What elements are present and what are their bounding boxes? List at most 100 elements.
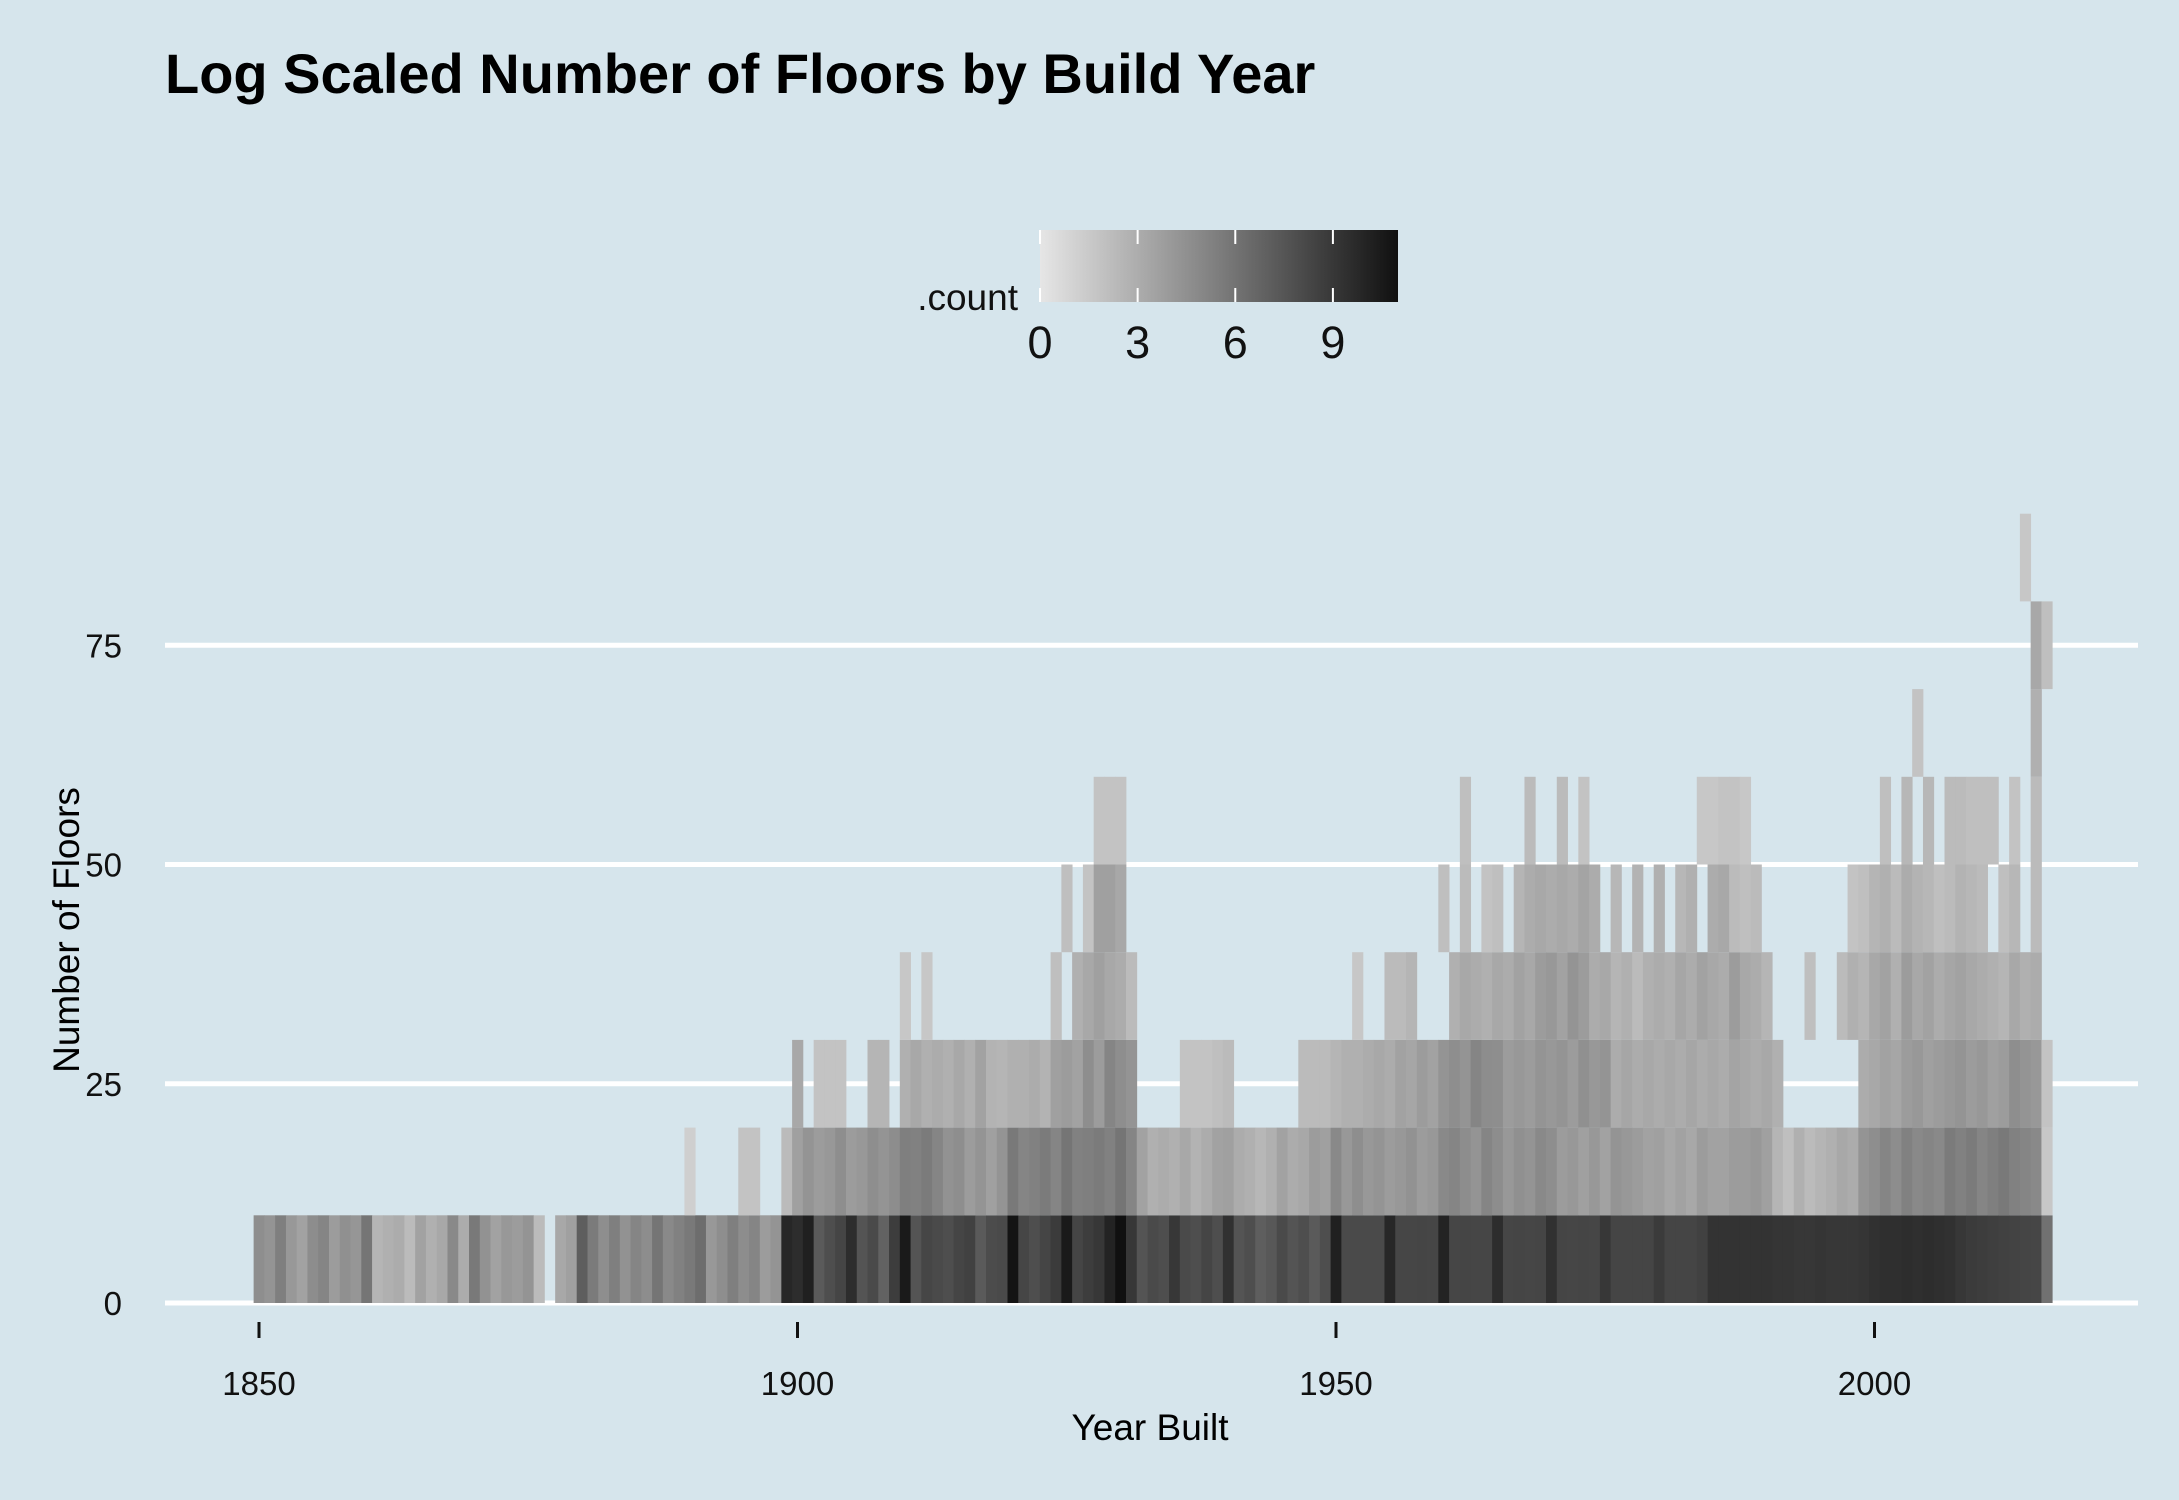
heatmap-cell-2005-0 xyxy=(1922,1215,1935,1303)
heatmap-cell-1899-10 xyxy=(781,1127,793,1216)
heatmap-cell-1970-20 xyxy=(1546,1039,1558,1128)
heatmap-cell-1966-10 xyxy=(1502,1127,1515,1216)
heatmap-cell-2011-30 xyxy=(1987,952,1999,1040)
heatmap-cell-2013-10 xyxy=(2009,1127,2021,1216)
heatmap-cell-2012-10 xyxy=(1998,1127,2010,1216)
heatmap-cell-2004-40 xyxy=(1912,864,1924,953)
heatmap-cell-1939-0 xyxy=(1212,1215,1224,1303)
heatmap-cell-2010-50 xyxy=(1976,776,1988,865)
heatmap-cell-1989-40 xyxy=(1750,864,1762,953)
heatmap-cell-1964-10 xyxy=(1481,1127,1493,1216)
heatmap-cell-1921-0 xyxy=(1018,1215,1030,1303)
heatmap-cell-1965-10 xyxy=(1492,1127,1504,1216)
heatmap-cell-2003-10 xyxy=(1901,1127,1913,1216)
heatmap-cell-1933-10 xyxy=(1147,1127,1159,1216)
heatmap-cell-1979-20 xyxy=(1642,1039,1655,1128)
heatmap-cell-1975-10 xyxy=(1599,1127,1612,1216)
heatmap-cell-2016-70 xyxy=(2041,601,2053,690)
heatmap-cell-1918-20 xyxy=(985,1039,998,1128)
heatmap-cell-1939-10 xyxy=(1212,1127,1224,1216)
heatmap-cell-1914-0 xyxy=(942,1215,955,1303)
heatmap-cell-1910-30 xyxy=(899,952,911,1040)
heatmap-cell-1962-10 xyxy=(1459,1127,1472,1216)
heatmap-cell-2013-0 xyxy=(2009,1215,2021,1303)
legend-tick-label-0: 0 xyxy=(1027,317,1052,368)
heatmap-cell-1964-0 xyxy=(1481,1215,1493,1303)
heatmap-cell-1895-0 xyxy=(738,1215,750,1303)
heatmap-cell-2012-30 xyxy=(1998,952,2010,1040)
legend-colorbar xyxy=(1040,230,1398,302)
heatmap-cell-1999-40 xyxy=(1858,864,1870,953)
heatmap-cell-1879-0 xyxy=(565,1215,578,1303)
heatmap-cell-1952-30 xyxy=(1352,952,1364,1040)
heatmap-cell-1986-20 xyxy=(1718,1039,1730,1128)
heatmap-cell-1962-0 xyxy=(1459,1215,1472,1303)
heatmap-cell-1993-10 xyxy=(1793,1127,1805,1216)
heatmap-cell-1928-10 xyxy=(1093,1127,1105,1216)
heatmap-cell-2001-50 xyxy=(1879,776,1892,865)
heatmap-cell-2001-40 xyxy=(1879,864,1892,953)
heatmap-cell-2004-60 xyxy=(1912,689,1924,777)
heatmap-cell-1930-0 xyxy=(1115,1215,1127,1303)
chart-title: Log Scaled Number of Floors by Build Yea… xyxy=(165,42,1315,105)
heatmap-cell-1976-10 xyxy=(1610,1127,1622,1216)
heatmap-cell-1976-0 xyxy=(1610,1215,1622,1303)
heatmap-cell-1955-10 xyxy=(1384,1127,1396,1216)
heatmap-cell-1936-10 xyxy=(1179,1127,1191,1216)
heatmap-cell-2006-30 xyxy=(1933,952,1945,1040)
heatmap-cell-1920-20 xyxy=(1007,1039,1019,1128)
heatmap-cell-1914-20 xyxy=(942,1039,955,1128)
heatmap-cell-1904-10 xyxy=(835,1127,847,1216)
heatmap-cell-1987-10 xyxy=(1729,1127,1741,1216)
heatmap-cell-1952-20 xyxy=(1352,1039,1364,1128)
heatmap-cell-1922-10 xyxy=(1029,1127,1041,1216)
heatmap-cell-2002-20 xyxy=(1890,1039,1902,1128)
heatmap-cell-2011-20 xyxy=(1987,1039,1999,1128)
heatmap-cell-2013-40 xyxy=(2009,864,2021,953)
heatmap-cell-2008-30 xyxy=(1955,952,1967,1040)
heatmap-cell-1901-10 xyxy=(802,1127,815,1216)
heatmap-cell-1973-20 xyxy=(1578,1039,1590,1128)
heatmap-cell-1987-40 xyxy=(1729,864,1741,953)
heatmap-cell-1981-20 xyxy=(1664,1039,1676,1128)
heatmap-cell-1973-10 xyxy=(1578,1127,1590,1216)
heatmap-cell-1990-20 xyxy=(1761,1039,1773,1128)
heatmap-cell-1949-10 xyxy=(1319,1127,1332,1216)
heatmap-cell-1980-0 xyxy=(1653,1215,1665,1303)
heatmap-cell-1896-10 xyxy=(749,1127,761,1216)
heatmap-cell-1981-10 xyxy=(1664,1127,1676,1216)
heatmap-cell-2010-0 xyxy=(1976,1215,1988,1303)
heatmap-cell-1858-0 xyxy=(339,1215,351,1303)
heatmap-cell-2009-20 xyxy=(1966,1039,1978,1128)
heatmap-cell-1964-20 xyxy=(1481,1039,1493,1128)
heatmap-cell-1979-10 xyxy=(1642,1127,1655,1216)
heatmap-cell-2005-40 xyxy=(1922,864,1935,953)
heatmap-cell-1988-20 xyxy=(1739,1039,1752,1128)
heatmap-cell-2000-20 xyxy=(1869,1039,1881,1128)
heatmap-cell-1976-20 xyxy=(1610,1039,1622,1128)
heatmap-cell-1930-40 xyxy=(1115,864,1127,953)
heatmap-cell-1981-30 xyxy=(1664,952,1676,1040)
heatmap-cell-1925-20 xyxy=(1061,1039,1073,1128)
heatmap-cell-1928-20 xyxy=(1093,1039,1105,1128)
heatmap-cell-1923-0 xyxy=(1039,1215,1051,1303)
heatmap-cell-1916-10 xyxy=(964,1127,976,1216)
heatmap-cell-1913-20 xyxy=(932,1039,944,1128)
heatmap-cell-1910-10 xyxy=(899,1127,911,1216)
heatmap-cell-1970-30 xyxy=(1546,952,1558,1040)
heatmap-cell-1975-0 xyxy=(1599,1215,1612,1303)
heatmap-cell-1951-0 xyxy=(1341,1215,1353,1303)
heatmap-cell-1981-0 xyxy=(1664,1215,1676,1303)
heatmap-cell-1917-10 xyxy=(975,1127,987,1216)
heatmap-cell-2010-40 xyxy=(1976,864,1988,953)
heatmap-cell-1907-0 xyxy=(867,1215,879,1303)
heatmap-cell-1932-10 xyxy=(1136,1127,1148,1216)
heatmap-cell-2009-10 xyxy=(1966,1127,1978,1216)
heatmap-cell-1972-30 xyxy=(1567,952,1579,1040)
heatmap-cell-1906-0 xyxy=(856,1215,868,1303)
heatmap-cell-1952-0 xyxy=(1352,1215,1364,1303)
heatmap-cell-1917-0 xyxy=(975,1215,987,1303)
heatmap-cell-1912-20 xyxy=(921,1039,933,1128)
heatmap-cell-1927-30 xyxy=(1082,952,1095,1040)
heatmap-cell-2004-0 xyxy=(1912,1215,1924,1303)
